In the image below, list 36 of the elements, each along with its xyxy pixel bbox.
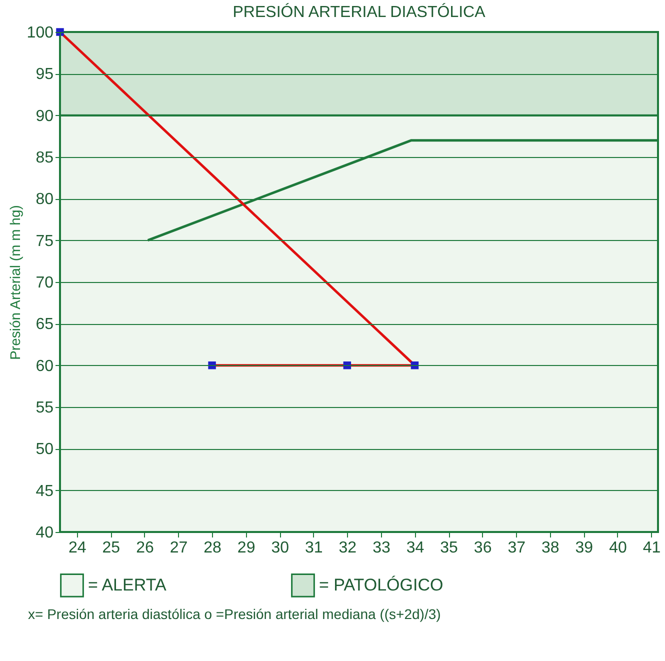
y-tick-label: 45 [36,482,54,500]
chart-title: PRESIÓN ARTERIAL DIASTÓLICA [232,3,486,21]
x-tick-label: 32 [338,540,357,556]
y-tick-label: 90 [36,108,54,125]
x-tick-label: 41 [642,540,661,556]
x-tick-label: 24 [68,540,86,556]
y-axis-title: Presión Arterial (m m hg) [6,205,23,360]
x-tick-label: 25 [102,540,120,556]
x-tick-label: 29 [237,540,256,556]
legend-label: = PATOLÓGICO [319,575,444,594]
x-tick-label: 36 [474,540,492,556]
y-tick-label: 80 [36,191,54,208]
y-tick-label: 95 [36,66,54,84]
x-tick-label: 35 [440,540,458,556]
y-tick-label: 70 [36,274,54,292]
y-tick-label: 40 [36,524,54,542]
x-tick-label: 33 [372,540,390,556]
y-tick-label: 55 [36,400,54,416]
x-tick-label: 30 [271,540,290,556]
x-tick-label: 31 [304,540,323,556]
x-tick-label: 26 [136,540,154,556]
y-tick-label: 100 [26,24,54,42]
legend-label: = ALERTA [88,575,167,594]
y-tick-label: 75 [36,232,54,250]
x-tick-label: 37 [508,540,526,556]
y-tick-label: 60 [36,358,54,375]
x-tick-label: 39 [575,540,594,556]
y-tick-label: 65 [36,316,54,334]
x-tick-label: 28 [204,540,222,556]
y-tick-label: 85 [36,150,54,166]
x-tick-label: 27 [170,540,188,556]
x-tick-label: 40 [609,540,627,556]
text: x= Presión arteria diastólica o =Presión arterial mediana ((s+2d)/3) [27,605,442,622]
x-tick-label: 34 [406,540,424,556]
x-tick-label: 38 [541,540,560,556]
y-tick-label: 50 [36,441,54,458]
